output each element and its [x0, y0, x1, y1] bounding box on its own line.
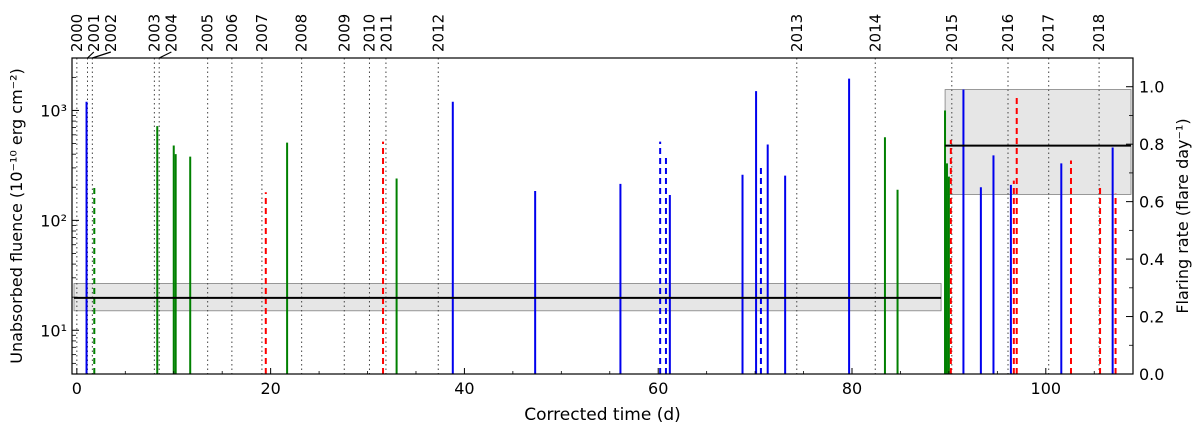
- year-label-2011: 2011: [377, 14, 395, 52]
- year-leader-2002: [92, 51, 112, 59]
- x-tick-label-80: 80: [842, 379, 862, 398]
- plot-frame: [71, 57, 1134, 375]
- flare-bars: [85, 78, 1117, 374]
- year-label-2016: 2016: [999, 14, 1017, 52]
- year-label-2018: 2018: [1090, 14, 1108, 52]
- year-leader-2004: [158, 51, 172, 59]
- year-marker-lines: [76, 58, 1100, 374]
- year-label-2012: 2012: [429, 14, 447, 52]
- year-label-2013: 2013: [788, 14, 806, 52]
- year-leader-2001: [87, 51, 95, 59]
- x-tick-label-40: 40: [454, 379, 474, 398]
- rate-band-1: [944, 89, 1132, 195]
- right-tick-label-0: 0.0: [1139, 365, 1164, 384]
- right-axis-ticks: 0.0 0.2 0.4 0.6 0.8 1.0: [1126, 57, 1164, 384]
- rate-error-bands: [73, 89, 1132, 312]
- left-axis-label: Unabsorbed fluence (10⁻¹⁰ erg cm⁻²): [7, 68, 26, 364]
- right-tick-label-1: 0.2: [1139, 308, 1164, 327]
- right-tick-label-2: 0.4: [1139, 250, 1164, 269]
- rate-lines: [74, 144, 1131, 299]
- year-label-2007: 2007: [253, 14, 271, 52]
- x-tick-label-20: 20: [260, 379, 280, 398]
- x-tick-label-0: 0: [72, 379, 82, 398]
- year-label-2005: 2005: [199, 14, 217, 52]
- year-label-2017: 2017: [1040, 14, 1058, 52]
- left-tick-label-1000: 10³: [40, 101, 67, 120]
- right-tick-label-5: 1.0: [1139, 78, 1164, 97]
- year-label-2010: 2010: [360, 14, 378, 52]
- left-tick-label-10: 10¹: [40, 321, 67, 340]
- x-axis-label: Corrected time (d): [524, 405, 681, 425]
- year-labels: 2000 2001 2002 2003 2004 2005 2006 2007 2008 2009…: [68, 14, 1108, 59]
- year-label-2008: 2008: [293, 14, 311, 52]
- x-axis-ticks: 0 20 40 60 80 100: [72, 368, 1095, 398]
- year-label-2015: 2015: [943, 14, 961, 52]
- year-label-2014: 2014: [866, 14, 884, 52]
- year-label-2002: 2002: [102, 14, 120, 52]
- left-tick-label-100: 10²: [40, 211, 67, 230]
- year-label-2009: 2009: [335, 14, 353, 52]
- left-axis-ticks: 10¹ 10² 10³: [40, 57, 79, 375]
- x-tick-label-100: 100: [1031, 379, 1062, 398]
- right-tick-label-3: 0.6: [1139, 193, 1164, 212]
- year-label-2000: 2000: [68, 14, 86, 52]
- right-tick-label-4: 0.8: [1139, 135, 1164, 154]
- right-axis-label: Flaring rate (flare day⁻¹): [1173, 118, 1192, 313]
- year-label-2004: 2004: [162, 14, 180, 52]
- year-label-2001: 2001: [85, 14, 103, 52]
- x-tick-label-60: 60: [648, 379, 668, 398]
- year-label-2006: 2006: [223, 14, 241, 52]
- year-label-2003: 2003: [145, 14, 163, 52]
